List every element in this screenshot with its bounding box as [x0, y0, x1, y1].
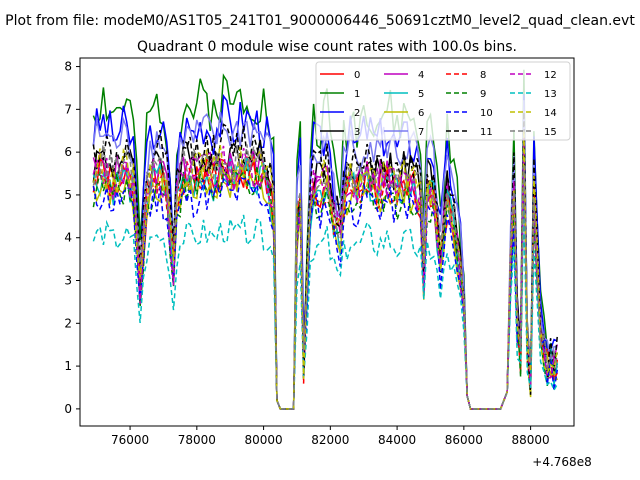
x-tick-label: 82000 [311, 433, 349, 447]
x-tick-label: 76000 [111, 433, 149, 447]
x-tick-label: 86000 [445, 433, 483, 447]
legend-label-0: 0 [354, 70, 360, 81]
series-line-12 [92, 137, 558, 410]
series-layer [92, 69, 559, 410]
legend-label-13: 13 [544, 89, 557, 100]
y-tick-label: 6 [64, 145, 72, 159]
legend-label-7: 7 [418, 127, 424, 138]
legend-label-10: 10 [480, 108, 493, 119]
legend-label-14: 14 [544, 108, 557, 119]
series-line-3 [92, 129, 558, 410]
y-tick-label: 8 [64, 60, 72, 74]
legend-label-1: 1 [354, 89, 360, 100]
plot-frame [79, 57, 575, 427]
y-tick-label: 3 [64, 274, 72, 288]
legend-label-5: 5 [418, 89, 424, 100]
legend-label-9: 9 [480, 89, 486, 100]
x-tick-label: 80000 [244, 433, 282, 447]
x-tick-label: 84000 [378, 433, 416, 447]
y-tick-label: 7 [64, 102, 72, 116]
x-axis: 76000 78000 80000 82000 84000 86000 88000 [111, 426, 550, 447]
x-tick-label: 78000 [178, 433, 216, 447]
y-axis: 0 1 2 3 4 5 6 7 8 [64, 60, 80, 416]
y-tick-label: 4 [64, 231, 72, 245]
series-line-9 [92, 156, 559, 410]
legend-label-11: 11 [480, 127, 493, 138]
series-line-11 [92, 112, 559, 410]
legend-label-3: 3 [354, 127, 360, 138]
x-offset-label: +4.768e8 [532, 455, 591, 469]
chart-title: Quadrant 0 module wise count rates with … [137, 39, 517, 55]
y-tick-label: 5 [64, 188, 72, 202]
legend-label-8: 8 [480, 70, 486, 81]
legend-label-12: 12 [544, 70, 557, 81]
legend-label-2: 2 [354, 108, 360, 119]
legend-box [315, 61, 571, 141]
legend-label-4: 4 [418, 70, 424, 81]
legend-label-6: 6 [418, 108, 424, 119]
y-tick-label: 0 [64, 402, 72, 416]
y-tick-label: 2 [64, 316, 72, 330]
series-line-15 [92, 140, 559, 410]
legend-label-15: 15 [544, 127, 557, 138]
series-line-13 [92, 208, 558, 410]
y-tick-label: 1 [64, 359, 72, 373]
x-tick-label: 88000 [512, 433, 550, 447]
figure-suptitle: Plot from file: modeM0/AS1T05_241T01_900… [5, 13, 635, 29]
